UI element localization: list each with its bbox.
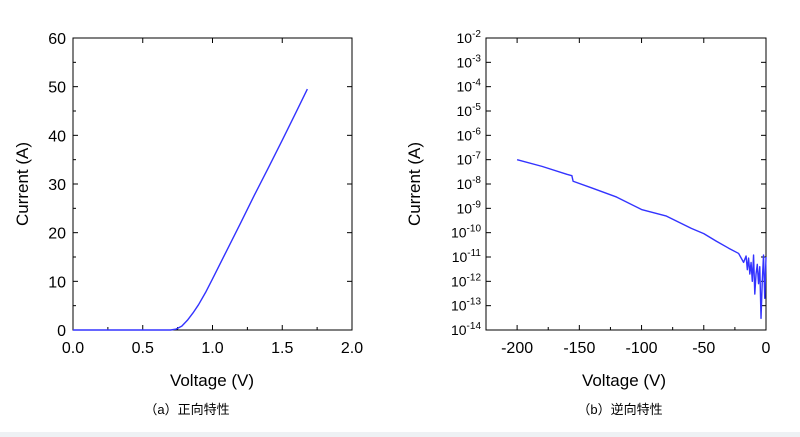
y-tick-base: 10	[451, 225, 467, 241]
y-tick-exponent: -9	[472, 199, 481, 210]
y-tick-exponent: -3	[472, 53, 481, 64]
y-tick-label: -210	[457, 29, 482, 46]
y-tick-exponent: -4	[472, 78, 481, 89]
x-tick-label: -150	[563, 340, 595, 357]
x-tick-label: -50	[692, 340, 715, 357]
x-tick-label: -100	[626, 340, 658, 357]
x-tick-label: 0	[762, 340, 771, 357]
x-tick-label: -200	[501, 340, 533, 357]
plot-frame	[485, 37, 767, 331]
plot-frame	[72, 37, 353, 331]
y-tick-exponent: -8	[472, 175, 481, 186]
x-tick-label: 1.5	[271, 340, 293, 357]
y-tick-label: -910	[457, 199, 482, 216]
axis-ticks: -200 -150 -100 -50 0-210-310-410-510-610-710…	[451, 29, 771, 357]
data-series	[516, 158, 767, 320]
y-axis-label: Current (A)	[13, 142, 32, 226]
y-tick-exponent: -2	[472, 29, 481, 40]
x-tick-label: 1.0	[201, 340, 223, 357]
series-line	[516, 158, 767, 320]
y-tick-label: 30	[48, 177, 66, 194]
forward-characteristic-chart: 0.0 0.5 1.0 1.5 2.0 0 10 20 30 40 50 60 Voltage (V)…	[13, 31, 363, 417]
y-tick-base: 10	[457, 30, 473, 46]
series-line	[73, 88, 308, 331]
y-tick-label: 60	[48, 31, 66, 48]
y-tick-base: 10	[452, 249, 468, 265]
y-tick-label: 40	[48, 128, 66, 145]
y-tick-label: -710	[457, 151, 482, 168]
caption: （a）正向特性	[144, 402, 229, 417]
y-tick-label: -610	[457, 126, 482, 143]
y-tick-label: -810	[457, 175, 482, 192]
y-tick-exponent: -5	[472, 102, 481, 113]
y-tick-base: 10	[451, 298, 467, 314]
x-tick-label: 0.0	[62, 340, 84, 357]
y-tick-exponent: -12	[467, 272, 482, 283]
y-tick-base: 10	[457, 103, 473, 119]
data-series	[73, 88, 308, 331]
footer-band	[0, 432, 800, 437]
y-tick-exponent: -7	[472, 151, 481, 162]
y-tick-label: 10	[48, 274, 66, 291]
y-tick-label: 0	[57, 323, 66, 340]
y-tick-base: 10	[457, 152, 473, 168]
x-tick-label: 0.5	[132, 340, 154, 357]
y-tick-exponent: -13	[467, 297, 482, 308]
y-axis-label: Current (A)	[405, 142, 424, 226]
y-tick-base: 10	[457, 54, 473, 70]
x-axis-label: Voltage (V)	[170, 371, 254, 390]
x-axis-label: Voltage (V)	[582, 371, 666, 390]
y-tick-exponent: -14	[467, 321, 482, 332]
y-tick-exponent: -11	[467, 248, 481, 259]
y-tick-label: 20	[48, 226, 66, 243]
y-tick-base: 10	[451, 273, 467, 289]
x-tick-label: 2.0	[341, 340, 363, 357]
y-tick-label: -310	[457, 53, 482, 70]
y-tick-base: 10	[457, 176, 473, 192]
y-tick-base: 10	[457, 200, 473, 216]
y-tick-base: 10	[451, 322, 467, 338]
y-tick-label: -510	[457, 102, 482, 119]
caption: （b）逆向特性	[577, 402, 662, 417]
y-tick-label: -410	[457, 78, 482, 95]
y-tick-label: 50	[48, 80, 66, 97]
y-tick-base: 10	[457, 127, 473, 143]
y-tick-base: 10	[457, 79, 473, 95]
reverse-characteristic-chart: -200 -150 -100 -50 0-210-310-410-510-610-710…	[405, 29, 771, 417]
y-tick-exponent: -6	[472, 126, 481, 137]
y-tick-exponent: -10	[467, 224, 482, 235]
axis-ticks: 0.0 0.5 1.0 1.5 2.0 0 10 20 30 40 50 60	[48, 31, 363, 357]
